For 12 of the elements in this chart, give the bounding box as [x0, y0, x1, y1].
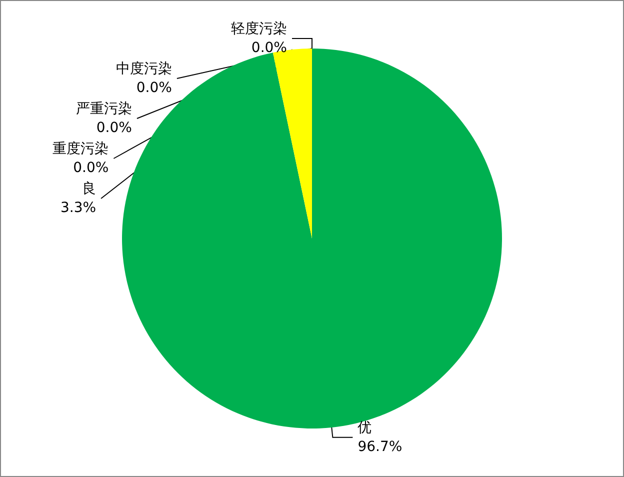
slice-label: 良 — [82, 181, 96, 197]
category-label: 中度污染 — [116, 61, 172, 77]
category-label: 严重污染 — [76, 101, 132, 117]
text: 0.0% — [136, 80, 172, 96]
data-label: 3.3% — [60, 200, 96, 216]
text: 0.0% — [96, 120, 132, 136]
text: 0.0% — [251, 40, 287, 56]
category-label: 重度污染 — [52, 141, 109, 157]
text: 0.0% — [73, 160, 109, 176]
slice-label: 优 — [358, 420, 372, 436]
category-label: 轻度污染 — [231, 21, 287, 37]
data-label: 96.7% — [358, 438, 402, 455]
